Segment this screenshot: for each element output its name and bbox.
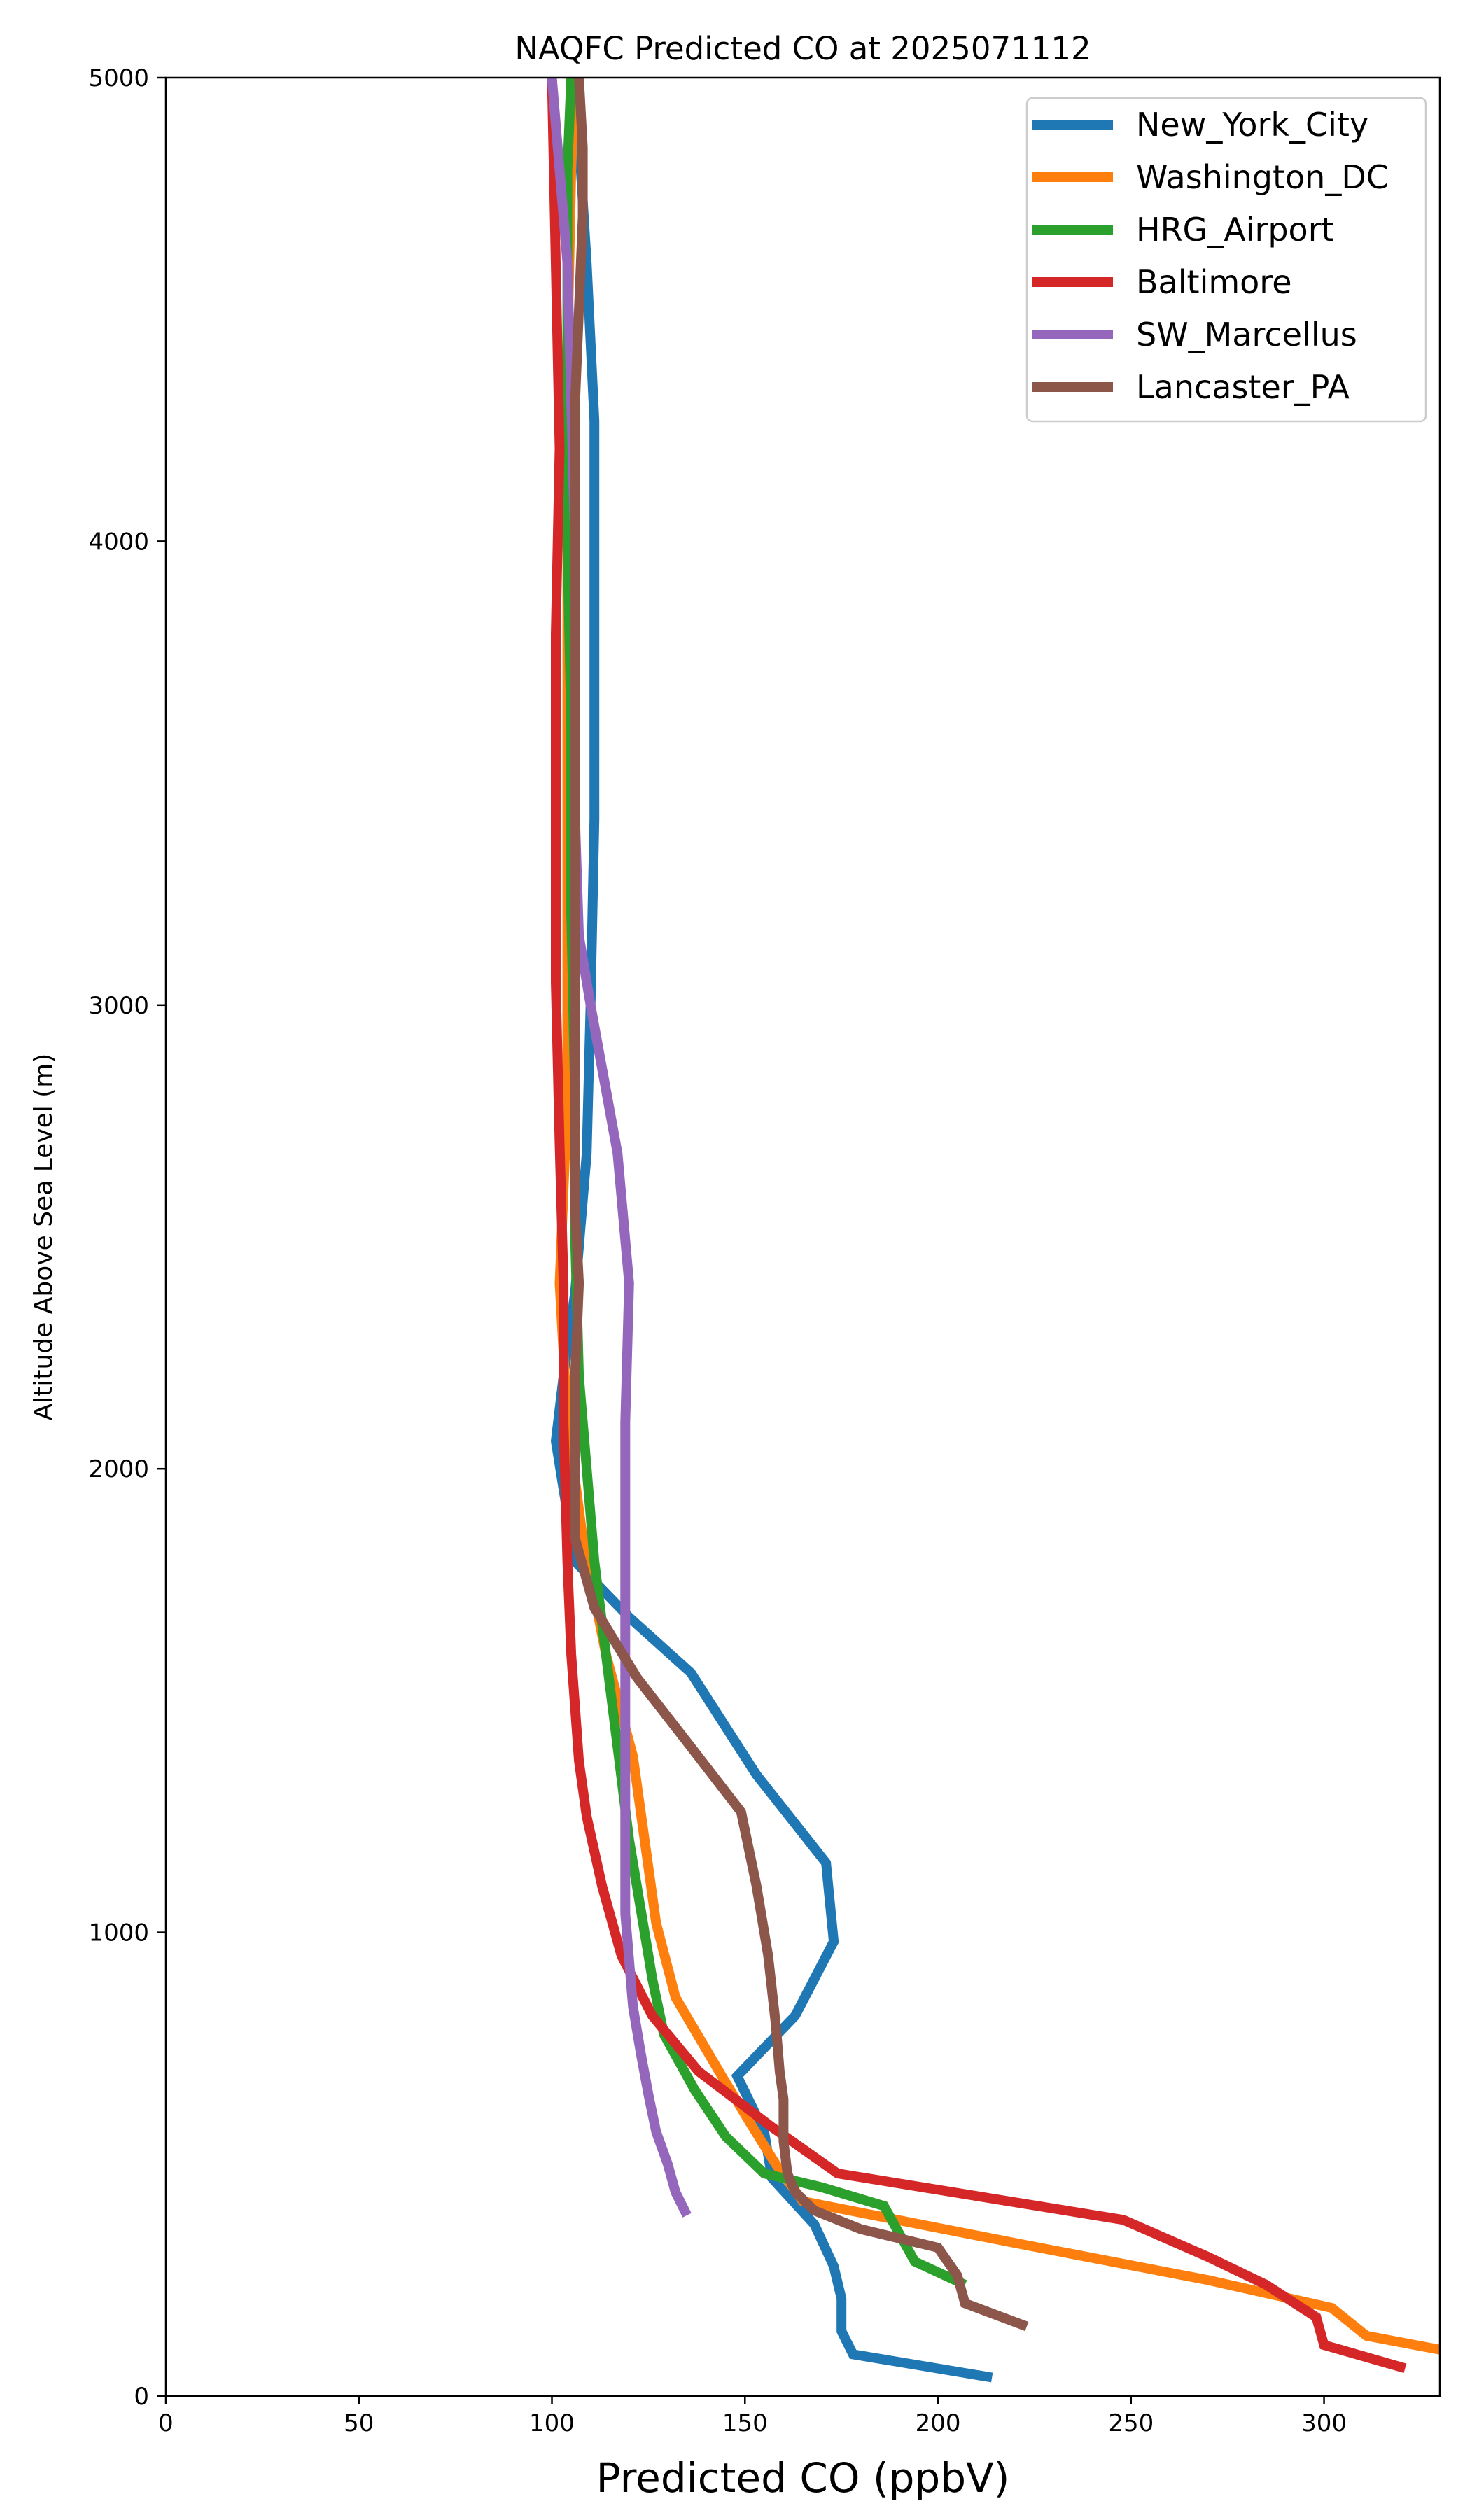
x-tick-label: 100: [529, 2409, 575, 2437]
x-tick-label: 0: [158, 2409, 174, 2437]
y-tick-label: 0: [134, 2383, 149, 2411]
x-axis-title: Predicted CO (ppbV): [596, 2454, 1010, 2502]
x-tick-label: 250: [1108, 2409, 1154, 2437]
y-axis-title: Altitude Above Sea Level (m): [29, 1054, 58, 1421]
series-layer: [547, 78, 1440, 2383]
series-line-new-york-city: [550, 78, 993, 2383]
x-tick-label: 50: [344, 2409, 374, 2437]
legend-label: Baltimore: [1136, 263, 1292, 301]
legend-label: SW_Marcellus: [1136, 316, 1357, 354]
x-tick-label: 150: [722, 2409, 768, 2437]
legend-label: Washington_DC: [1136, 158, 1389, 196]
legend: New_York_City Washington_DC HRG_Airport Bal…: [1026, 97, 1427, 423]
plot-area-frame: [164, 76, 1441, 2398]
y-tick-label: 2000: [88, 1455, 149, 1483]
legend-label: Lancaster_PA: [1136, 368, 1350, 406]
y-axis: 0 1000 2000 3000 4000 5000: [88, 64, 166, 2411]
y-tick-label: 5000: [88, 64, 149, 92]
x-tick-label: 200: [916, 2409, 961, 2437]
y-tick-label: 4000: [88, 528, 149, 556]
y-tick-label: 3000: [88, 992, 149, 1020]
chart-title: NAQFC Predicted CO at 2025071112: [514, 30, 1091, 67]
series-line-baltimore: [547, 78, 1407, 2374]
x-tick-label: 300: [1301, 2409, 1347, 2437]
legend-label: New_York_City: [1136, 106, 1368, 144]
series-line-lancaster-pa: [570, 78, 1029, 2332]
y-tick-label: 1000: [88, 1919, 149, 1947]
x-axis: 0 50 100 150 200 250 300: [158, 2396, 1347, 2437]
legend-box: [1026, 97, 1427, 423]
legend-label: HRG_Airport: [1136, 211, 1334, 248]
